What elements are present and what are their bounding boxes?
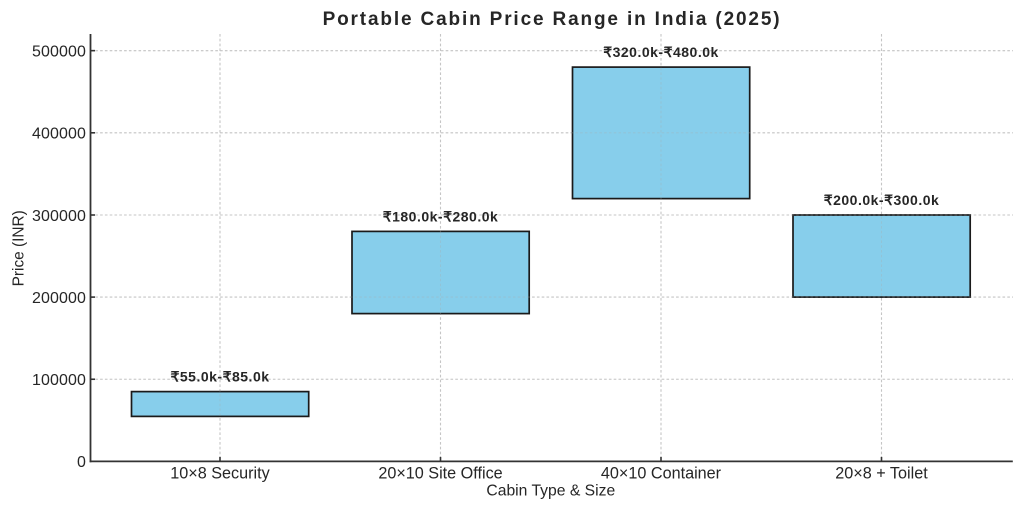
svg-text:₹55.0k-₹85.0k: ₹55.0k-₹85.0k [170,369,269,385]
svg-text:₹180.0k-₹280.0k: ₹180.0k-₹280.0k [383,209,499,225]
svg-text:₹200.0k-₹300.0k: ₹200.0k-₹300.0k [824,192,940,208]
svg-text:400000: 400000 [32,126,86,143]
svg-text:500000: 500000 [32,43,86,60]
svg-text:20×10 Site Office: 20×10 Site Office [378,465,502,483]
svg-text:40×10 Container: 40×10 Container [601,465,722,483]
svg-text:200000: 200000 [32,290,86,307]
svg-text:₹320.0k-₹480.0k: ₹320.0k-₹480.0k [603,44,719,60]
svg-text:Cabin Type & Size: Cabin Type & Size [486,482,615,499]
svg-text:0: 0 [77,454,86,471]
svg-text:Portable Cabin Price Range in: Portable Cabin Price Range in India (202… [323,9,782,30]
svg-text:300000: 300000 [32,208,86,225]
svg-text:20×8 + Toilet: 20×8 + Toilet [835,465,928,483]
svg-text:10×8 Security: 10×8 Security [170,465,270,483]
svg-text:100000: 100000 [32,372,86,389]
svg-text:Price (INR): Price (INR) [11,210,28,286]
